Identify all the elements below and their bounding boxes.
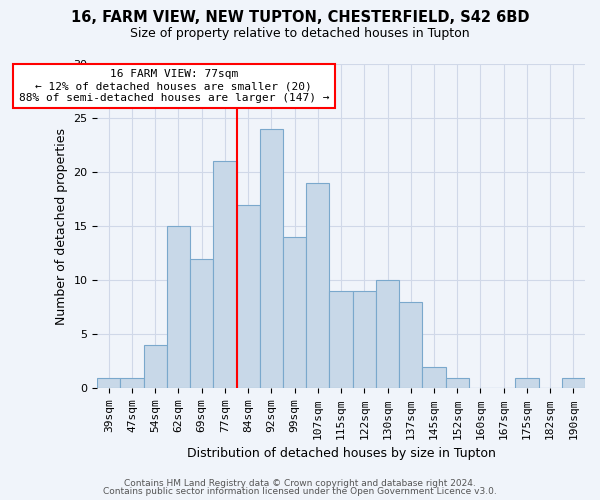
Bar bbox=[446, 378, 469, 388]
Bar bbox=[121, 378, 143, 388]
Bar bbox=[306, 183, 329, 388]
Text: Contains HM Land Registry data © Crown copyright and database right 2024.: Contains HM Land Registry data © Crown c… bbox=[124, 478, 476, 488]
Bar bbox=[97, 378, 121, 388]
X-axis label: Distribution of detached houses by size in Tupton: Distribution of detached houses by size … bbox=[187, 447, 496, 460]
Bar bbox=[353, 291, 376, 388]
Text: 16 FARM VIEW: 77sqm
← 12% of detached houses are smaller (20)
88% of semi-detach: 16 FARM VIEW: 77sqm ← 12% of detached ho… bbox=[19, 70, 329, 102]
Text: 16, FARM VIEW, NEW TUPTON, CHESTERFIELD, S42 6BD: 16, FARM VIEW, NEW TUPTON, CHESTERFIELD,… bbox=[71, 10, 529, 25]
Bar bbox=[515, 378, 539, 388]
Bar bbox=[422, 367, 446, 388]
Bar bbox=[214, 162, 236, 388]
Bar bbox=[562, 378, 585, 388]
Text: Size of property relative to detached houses in Tupton: Size of property relative to detached ho… bbox=[130, 28, 470, 40]
Bar bbox=[329, 291, 353, 388]
Bar bbox=[399, 302, 422, 388]
Text: Contains public sector information licensed under the Open Government Licence v3: Contains public sector information licen… bbox=[103, 487, 497, 496]
Bar bbox=[167, 226, 190, 388]
Bar bbox=[283, 237, 306, 388]
Bar bbox=[260, 129, 283, 388]
Bar bbox=[376, 280, 399, 388]
Bar bbox=[143, 345, 167, 389]
Bar bbox=[236, 204, 260, 388]
Y-axis label: Number of detached properties: Number of detached properties bbox=[55, 128, 68, 324]
Bar bbox=[190, 258, 214, 388]
